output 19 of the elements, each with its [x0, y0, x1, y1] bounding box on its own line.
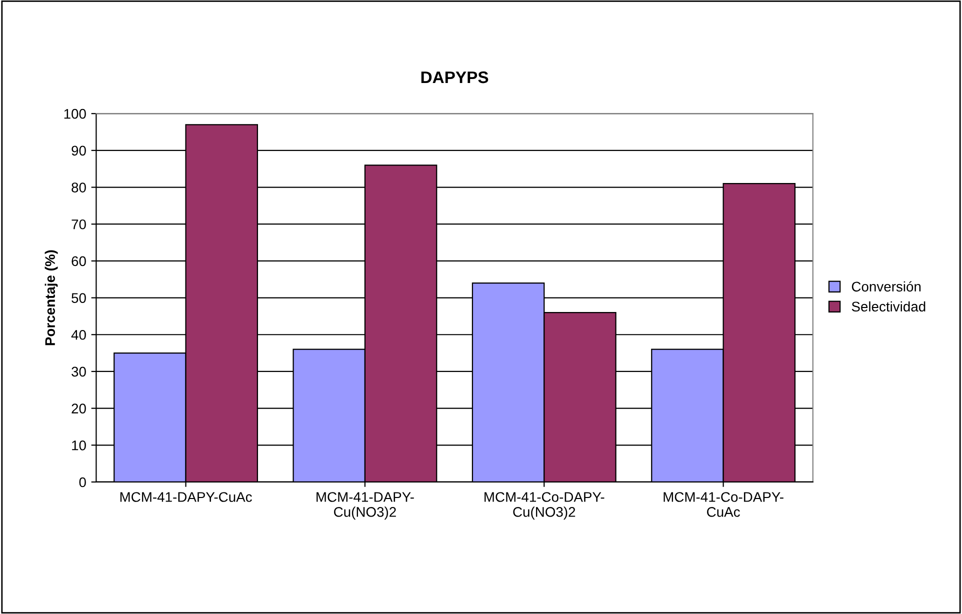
x-tick-label: MCM-41-DAPY-CuAc	[120, 492, 252, 502]
y-tick-label: 70	[72, 219, 86, 230]
x-tick-label: MCM-41-Co-DAPY- CuAc	[664, 492, 784, 517]
x-tick-label: MCM-41-Co-DAPY- Cu(NO3)2	[484, 492, 604, 520]
y-tick-label: 60	[72, 256, 86, 266]
y-tick-label: 10	[72, 440, 86, 450]
y-axis-title: Porcentaje (%)	[44, 250, 58, 346]
y-tick-label: 40	[71, 330, 86, 340]
y-tick-label: 80	[72, 182, 86, 192]
y-tick-label: 0	[79, 477, 86, 488]
y-tick-label: 100	[64, 108, 86, 119]
y-tick-label: 20	[72, 404, 86, 414]
y-tick-label: 30	[72, 366, 86, 377]
x-tick-label: MCM-41-DAPY- Cu(NO3)2	[316, 492, 414, 520]
legend-label: Conversión	[852, 281, 921, 292]
y-tick-label: 50	[72, 293, 86, 303]
legend-label: Selectividad	[852, 301, 926, 312]
y-tick-label: 90	[72, 146, 86, 156]
chart-title: DAPYPS	[421, 71, 488, 84]
